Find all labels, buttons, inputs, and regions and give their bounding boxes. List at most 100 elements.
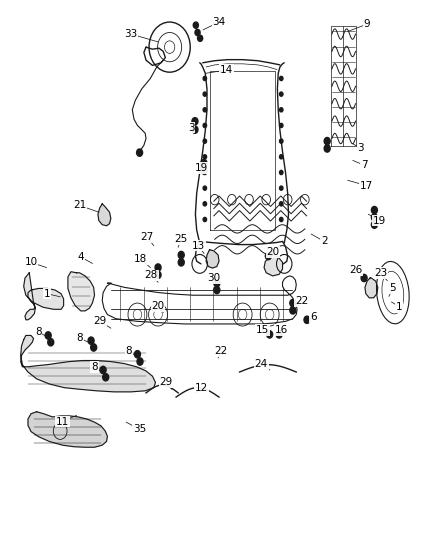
Text: 1: 1 bbox=[43, 289, 50, 298]
Circle shape bbox=[371, 214, 378, 221]
Circle shape bbox=[203, 108, 207, 112]
Text: 13: 13 bbox=[192, 240, 205, 251]
Circle shape bbox=[203, 155, 207, 159]
Text: 25: 25 bbox=[175, 234, 188, 244]
Text: 4: 4 bbox=[78, 252, 84, 262]
Circle shape bbox=[279, 171, 283, 175]
Circle shape bbox=[324, 138, 330, 145]
Circle shape bbox=[324, 145, 330, 152]
Circle shape bbox=[178, 259, 184, 266]
Circle shape bbox=[279, 139, 283, 143]
Circle shape bbox=[203, 186, 207, 190]
Text: 3: 3 bbox=[357, 143, 364, 154]
Circle shape bbox=[279, 92, 283, 96]
Circle shape bbox=[45, 332, 51, 339]
Circle shape bbox=[203, 217, 207, 222]
Text: 34: 34 bbox=[212, 17, 226, 27]
Circle shape bbox=[279, 186, 283, 190]
Text: 15: 15 bbox=[256, 325, 269, 335]
Circle shape bbox=[155, 271, 161, 279]
Text: 1: 1 bbox=[396, 302, 403, 312]
Text: 22: 22 bbox=[295, 296, 308, 306]
Circle shape bbox=[203, 92, 207, 96]
Circle shape bbox=[267, 331, 272, 338]
Polygon shape bbox=[68, 272, 95, 311]
Circle shape bbox=[192, 118, 198, 125]
Text: 5: 5 bbox=[389, 284, 396, 294]
Circle shape bbox=[214, 286, 220, 294]
Circle shape bbox=[203, 76, 207, 80]
Text: 10: 10 bbox=[25, 257, 38, 268]
Circle shape bbox=[214, 279, 220, 287]
Text: 35: 35 bbox=[133, 424, 146, 434]
Text: 24: 24 bbox=[254, 359, 268, 369]
Text: 8: 8 bbox=[77, 333, 83, 343]
Circle shape bbox=[304, 316, 310, 324]
Circle shape bbox=[361, 274, 367, 281]
Circle shape bbox=[201, 167, 207, 174]
Text: 29: 29 bbox=[159, 377, 173, 387]
Circle shape bbox=[290, 306, 296, 314]
Text: 3: 3 bbox=[188, 123, 194, 133]
Text: 27: 27 bbox=[140, 232, 153, 243]
Text: 2: 2 bbox=[321, 237, 328, 246]
Circle shape bbox=[48, 338, 54, 346]
Circle shape bbox=[203, 171, 207, 175]
Text: 22: 22 bbox=[215, 346, 228, 356]
Polygon shape bbox=[98, 204, 111, 226]
Text: 28: 28 bbox=[145, 270, 158, 280]
Text: 6: 6 bbox=[310, 312, 317, 322]
Circle shape bbox=[178, 252, 184, 259]
Circle shape bbox=[279, 155, 283, 159]
Circle shape bbox=[102, 374, 109, 381]
Circle shape bbox=[137, 149, 143, 156]
Circle shape bbox=[198, 35, 203, 42]
Circle shape bbox=[201, 159, 207, 167]
Text: 33: 33 bbox=[124, 29, 138, 39]
Circle shape bbox=[134, 351, 141, 358]
Circle shape bbox=[279, 108, 283, 112]
Text: 20: 20 bbox=[266, 247, 279, 257]
Circle shape bbox=[279, 217, 283, 222]
Text: 14: 14 bbox=[220, 65, 233, 75]
Circle shape bbox=[155, 264, 161, 271]
Text: 23: 23 bbox=[374, 268, 387, 278]
Circle shape bbox=[279, 201, 283, 206]
Circle shape bbox=[193, 22, 198, 28]
Circle shape bbox=[279, 123, 283, 127]
Text: 7: 7 bbox=[361, 160, 367, 170]
Text: 11: 11 bbox=[56, 417, 69, 426]
Text: 30: 30 bbox=[207, 273, 220, 283]
Text: 8: 8 bbox=[35, 327, 42, 337]
Circle shape bbox=[100, 366, 106, 374]
Text: 17: 17 bbox=[360, 181, 373, 190]
Polygon shape bbox=[206, 250, 219, 268]
Text: 18: 18 bbox=[134, 254, 148, 264]
Polygon shape bbox=[264, 255, 283, 276]
Text: 26: 26 bbox=[349, 265, 362, 275]
Text: 12: 12 bbox=[195, 383, 208, 393]
Text: 9: 9 bbox=[364, 19, 371, 29]
Circle shape bbox=[91, 344, 97, 351]
Circle shape bbox=[203, 139, 207, 143]
Polygon shape bbox=[365, 278, 378, 298]
Text: 16: 16 bbox=[275, 325, 288, 335]
Circle shape bbox=[265, 253, 272, 260]
Circle shape bbox=[195, 29, 200, 36]
Circle shape bbox=[279, 76, 283, 80]
Circle shape bbox=[192, 126, 198, 133]
Circle shape bbox=[203, 123, 207, 127]
Polygon shape bbox=[28, 411, 107, 447]
Circle shape bbox=[137, 358, 143, 365]
Text: 19: 19 bbox=[373, 215, 386, 225]
Polygon shape bbox=[21, 335, 155, 392]
Circle shape bbox=[276, 331, 282, 338]
Circle shape bbox=[290, 300, 296, 306]
Circle shape bbox=[203, 201, 207, 206]
Circle shape bbox=[88, 337, 94, 344]
Circle shape bbox=[371, 206, 378, 214]
Text: 29: 29 bbox=[93, 317, 106, 326]
Polygon shape bbox=[24, 273, 64, 320]
Text: 21: 21 bbox=[73, 200, 86, 211]
Text: 20: 20 bbox=[152, 301, 165, 311]
